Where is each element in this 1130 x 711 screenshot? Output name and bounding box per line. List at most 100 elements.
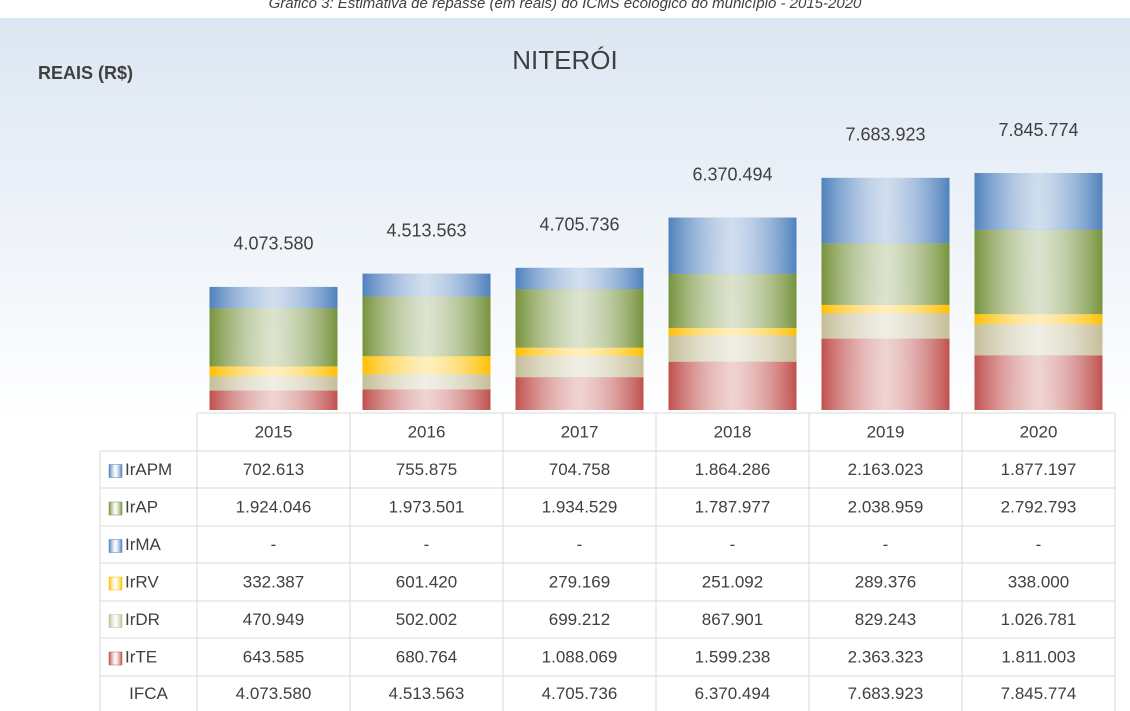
table-cell: 601.420 xyxy=(396,572,457,591)
bar-segment xyxy=(974,355,1103,410)
table-cell: 867.901 xyxy=(702,610,763,629)
total-label: 4.073.580 xyxy=(233,234,313,254)
total-label: 4.513.563 xyxy=(386,220,466,240)
table-cell: - xyxy=(730,535,736,554)
table-cell: 699.212 xyxy=(549,610,610,629)
legend-key xyxy=(108,464,123,478)
total-label: 7.845.774 xyxy=(998,120,1078,140)
bar-segment xyxy=(209,390,338,410)
bar-segment xyxy=(209,366,338,377)
x-tick-label: 2018 xyxy=(714,422,752,441)
table-cell: 7.845.774 xyxy=(1001,684,1077,703)
total-label: 7.683.923 xyxy=(845,125,925,145)
legend-key xyxy=(108,651,123,666)
bar-segment xyxy=(362,389,491,410)
legend-key xyxy=(108,576,123,591)
table-cell: 279.169 xyxy=(549,572,610,591)
x-tick-label: 2015 xyxy=(255,422,293,441)
bar-segment xyxy=(362,374,491,390)
table-cell: 680.764 xyxy=(396,647,457,666)
table-cell: 4.513.563 xyxy=(389,684,465,703)
table-cell: 6.370.494 xyxy=(695,684,771,703)
legend-label: IrAPM xyxy=(125,460,172,479)
table-cell: - xyxy=(271,535,277,554)
y-axis-label: REAIS (R$) xyxy=(38,63,133,83)
bar-segment xyxy=(668,327,797,336)
table-cell: 1.877.197 xyxy=(1001,460,1077,479)
bar-segment xyxy=(362,356,491,375)
table-cell: 1.924.046 xyxy=(236,497,312,516)
bar-segment xyxy=(515,267,644,290)
table-cell: 338.000 xyxy=(1008,572,1069,591)
bar-segment xyxy=(209,286,338,309)
table-cell: 4.705.736 xyxy=(542,684,618,703)
table-cell: 289.376 xyxy=(855,572,916,591)
bar-segment xyxy=(668,217,797,274)
table-cell: 1.864.286 xyxy=(695,460,771,479)
bar-segment xyxy=(821,304,950,314)
bar-segment xyxy=(974,324,1103,356)
table-cell: 829.243 xyxy=(855,610,916,629)
bar-segment xyxy=(515,356,644,378)
legend-label: IrAP xyxy=(125,497,158,516)
table-cell: 1.026.781 xyxy=(1001,610,1077,629)
table-cell: 2.038.959 xyxy=(848,497,924,516)
table-cell: 2.792.793 xyxy=(1001,497,1077,516)
table-cell: 702.613 xyxy=(243,460,304,479)
table-cell: 470.949 xyxy=(243,610,304,629)
table-cell: 1.088.069 xyxy=(542,647,618,666)
x-tick-label: 2020 xyxy=(1020,422,1058,441)
table-cell: 1.811.003 xyxy=(1001,647,1075,666)
table-cell: 332.387 xyxy=(243,572,304,591)
legend-key xyxy=(108,614,123,628)
table-cell: 2.363.323 xyxy=(848,647,924,666)
total-row-label: IFCA xyxy=(129,684,168,703)
legend-label: IrTE xyxy=(125,647,157,666)
bar-segment xyxy=(974,314,1103,325)
legend-key xyxy=(108,501,123,516)
table-cell: - xyxy=(577,535,583,554)
bar-segment xyxy=(821,243,950,305)
table-cell: - xyxy=(424,535,430,554)
table-cell: 502.002 xyxy=(396,610,457,629)
x-tick-label: 2017 xyxy=(561,422,599,441)
bar-segment xyxy=(668,335,797,362)
bar-segment xyxy=(209,308,338,367)
caption: Gráfico 3: Estimativa de repasse (em rea… xyxy=(269,0,862,12)
bar-segment xyxy=(209,376,338,391)
legend-label: IrMA xyxy=(125,535,162,554)
bar-segment xyxy=(362,273,491,297)
bar-segment xyxy=(515,289,644,348)
legend-label: IrRV xyxy=(125,572,159,591)
bar-segment xyxy=(515,347,644,357)
table-cell: 755.875 xyxy=(396,460,457,479)
table-cell: 704.758 xyxy=(549,460,610,479)
bar-segment xyxy=(974,173,1103,230)
bar-segment xyxy=(821,313,950,339)
table-cell: 643.585 xyxy=(243,647,304,666)
table-cell: 1.599.238 xyxy=(695,647,771,666)
legend-key xyxy=(108,539,123,553)
table-cell: - xyxy=(1036,535,1042,554)
bar-segment xyxy=(821,338,950,410)
table-cell: - xyxy=(883,535,889,554)
table-cell: 7.683.923 xyxy=(848,684,924,703)
table-cell: 1.934.529 xyxy=(542,497,618,516)
total-label: 6.370.494 xyxy=(692,164,772,184)
bar-segment xyxy=(515,377,644,410)
x-tick-label: 2016 xyxy=(408,422,446,441)
legend-label: IrDR xyxy=(125,610,160,629)
bar-segment xyxy=(974,229,1103,315)
bar-segment xyxy=(668,361,797,410)
total-label: 4.705.736 xyxy=(539,215,619,235)
table-cell: 2.163.023 xyxy=(848,460,924,479)
table-cell: 4.073.580 xyxy=(236,684,312,703)
table-cell: 1.787.977 xyxy=(695,497,771,516)
table-cell: 1.973.501 xyxy=(389,497,465,516)
table-cell: 251.092 xyxy=(702,572,763,591)
bar-segment xyxy=(821,177,950,244)
x-tick-label: 2019 xyxy=(867,422,905,441)
chart-title: NITERÓI xyxy=(512,45,617,75)
bar-segment xyxy=(362,296,491,357)
